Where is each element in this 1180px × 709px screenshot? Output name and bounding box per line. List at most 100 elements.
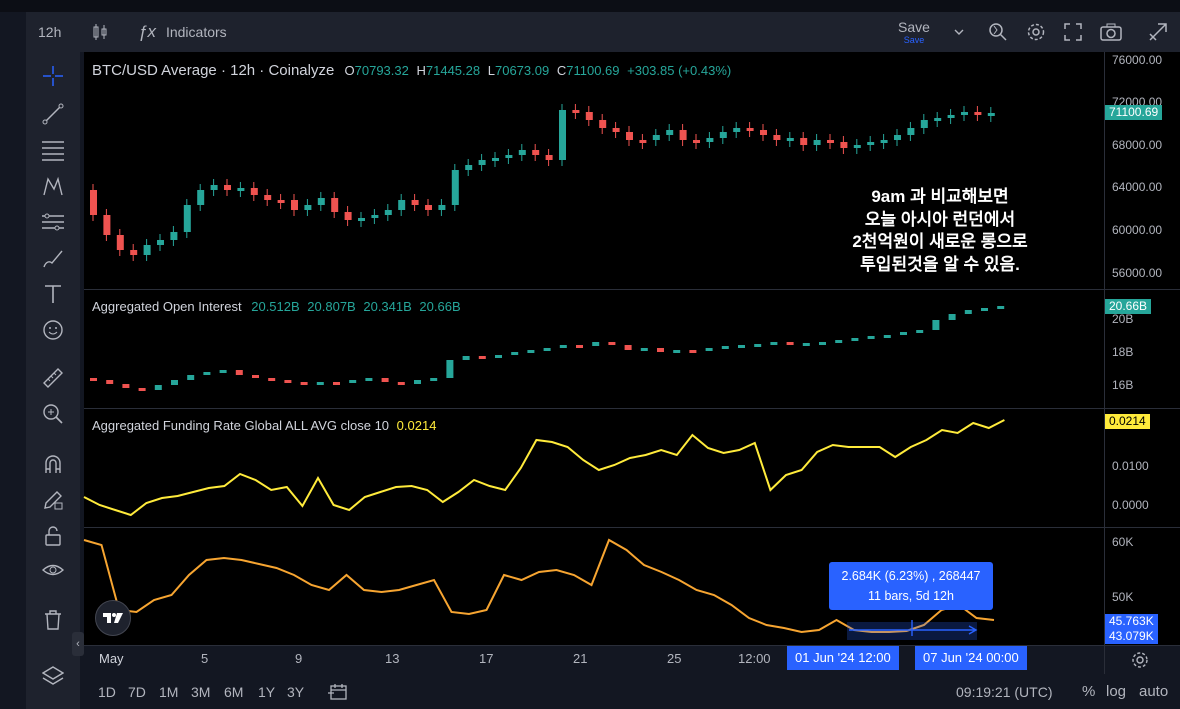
smiley-icon[interactable] bbox=[41, 318, 65, 342]
oi-candle-body bbox=[219, 370, 227, 373]
percent-toggle[interactable]: % bbox=[1082, 683, 1096, 700]
pane-divider-2[interactable] bbox=[84, 408, 1180, 409]
oi-candle-body bbox=[203, 372, 211, 375]
oi-candle-body bbox=[446, 360, 454, 378]
oi-legend[interactable]: Aggregated Open Interest 20.512B 20.807B… bbox=[92, 299, 461, 314]
oi-candle-body bbox=[300, 382, 308, 385]
auto-toggle[interactable]: auto bbox=[1139, 683, 1169, 700]
main-legend[interactable]: BTC/USD Average · 12h · Coinalyze O70793… bbox=[92, 62, 731, 79]
oi-candle-body bbox=[640, 348, 648, 351]
measure-arrowhead bbox=[968, 625, 978, 635]
utc-clock[interactable]: 09:19:21 (UTC) bbox=[956, 683, 1053, 700]
oi-candle-body bbox=[365, 378, 373, 381]
quick-search-icon[interactable] bbox=[988, 12, 1008, 52]
zoom-in-icon[interactable] bbox=[41, 402, 65, 426]
chevron-down-icon[interactable] bbox=[954, 12, 964, 52]
range-3m-button[interactable]: 3M bbox=[191, 683, 211, 700]
crosshair-icon[interactable] bbox=[41, 64, 65, 88]
trend-line-icon[interactable] bbox=[41, 102, 65, 126]
eye-icon[interactable] bbox=[41, 558, 65, 582]
pane-divider-3[interactable] bbox=[84, 527, 1180, 528]
candle-body bbox=[304, 205, 312, 210]
measure-top-tag: 45.763K bbox=[1105, 614, 1158, 629]
date-range-icon[interactable] bbox=[328, 674, 348, 709]
indicators-button[interactable]: ƒx Indicators bbox=[138, 12, 227, 52]
candle-type-icon[interactable] bbox=[92, 12, 108, 52]
oi-axis-label: 20B bbox=[1112, 312, 1134, 326]
funding-title: Aggregated Funding Rate Global ALL AVG c… bbox=[92, 418, 390, 433]
ohlc-low: 70673.09 bbox=[494, 63, 550, 78]
pane-divider-1[interactable] bbox=[84, 289, 1180, 290]
brush-icon[interactable] bbox=[41, 246, 65, 270]
oi-value: 20.341B bbox=[363, 299, 412, 314]
interval-button[interactable]: 12h bbox=[38, 24, 62, 40]
lock-icon[interactable] bbox=[41, 524, 65, 548]
magnet-icon[interactable] bbox=[41, 452, 65, 476]
chart-canvas[interactable] bbox=[84, 52, 1180, 645]
candle-body bbox=[612, 128, 620, 132]
log-toggle[interactable]: log bbox=[1106, 683, 1127, 700]
oi-candle-body bbox=[770, 342, 778, 345]
candle-body bbox=[585, 112, 593, 120]
fullscreen-icon[interactable] bbox=[1064, 12, 1082, 52]
oi-candle-body bbox=[981, 308, 988, 311]
candle-body bbox=[103, 215, 111, 235]
time-axis-label: 5 bbox=[201, 651, 209, 666]
candle-body bbox=[398, 200, 406, 210]
pencil-lock-icon[interactable] bbox=[41, 488, 65, 512]
oi-title: Aggregated Open Interest bbox=[92, 299, 242, 314]
pattern-icon[interactable] bbox=[41, 174, 65, 198]
candle-body bbox=[465, 165, 473, 170]
range-1y-button[interactable]: 1Y bbox=[258, 683, 276, 700]
candle-body bbox=[894, 135, 901, 140]
candle-body bbox=[626, 132, 633, 140]
forecast-icon[interactable] bbox=[41, 210, 65, 234]
layers-icon[interactable] bbox=[41, 664, 65, 688]
drawing-toolbar bbox=[26, 52, 80, 652]
time-axis-label: 21 bbox=[573, 651, 588, 666]
candle-body bbox=[411, 200, 419, 205]
oi-candle-body bbox=[154, 385, 162, 390]
candle-body bbox=[706, 138, 714, 142]
range-1m-button[interactable]: 1M bbox=[159, 683, 179, 700]
collapse-toolbar-button[interactable]: ‹ bbox=[72, 632, 84, 656]
annotation-line: 9am 과 비교해보면 bbox=[871, 187, 1009, 206]
publish-icon[interactable] bbox=[1148, 12, 1168, 52]
candle-body bbox=[652, 135, 660, 140]
range-6m-button[interactable]: 6M bbox=[224, 683, 244, 700]
camera-icon[interactable] bbox=[1100, 12, 1122, 52]
axis-settings-icon[interactable] bbox=[1131, 651, 1149, 674]
candle-body bbox=[746, 128, 754, 131]
oi-candle-body bbox=[138, 388, 146, 391]
candle-body bbox=[532, 150, 540, 155]
candle-body bbox=[277, 200, 285, 203]
oi-candle-body bbox=[235, 370, 243, 375]
text-tool-icon[interactable] bbox=[41, 282, 65, 306]
candle-body bbox=[760, 130, 767, 135]
oi-candle-body bbox=[705, 348, 713, 351]
time-axis-label: 25 bbox=[667, 651, 682, 666]
korean-annotation[interactable]: 9am 과 비교해보면 오늘 아시아 런던에서 2천억원이 새로운 롱으로 투입… bbox=[810, 186, 1070, 276]
range-3y-button[interactable]: 3Y bbox=[287, 683, 305, 700]
gear-icon[interactable] bbox=[1026, 12, 1046, 52]
price-scale-border bbox=[1104, 52, 1105, 674]
oi-candle-body bbox=[819, 342, 826, 345]
range-7d-button[interactable]: 7D bbox=[128, 683, 146, 700]
candle-body bbox=[197, 190, 205, 205]
time-axis-label: 17 bbox=[479, 651, 494, 666]
ruler-icon[interactable] bbox=[41, 366, 65, 390]
annotation-line: 2천억원이 새로운 롱으로 bbox=[852, 232, 1028, 251]
fib-retracement-icon[interactable] bbox=[41, 138, 65, 162]
candle-body bbox=[800, 138, 808, 145]
tradingview-logo[interactable] bbox=[95, 600, 131, 636]
save-button[interactable]: Save Save bbox=[898, 12, 930, 52]
funding-legend[interactable]: Aggregated Funding Rate Global ALL AVG c… bbox=[92, 418, 436, 433]
save-label: Save bbox=[898, 18, 930, 35]
range-1d-button[interactable]: 1D bbox=[98, 683, 116, 700]
oi-value: 20.512B bbox=[251, 299, 300, 314]
funding-axis-label: 0.0000 bbox=[1112, 498, 1149, 512]
candle-body bbox=[250, 188, 258, 195]
trash-icon[interactable] bbox=[41, 608, 65, 632]
